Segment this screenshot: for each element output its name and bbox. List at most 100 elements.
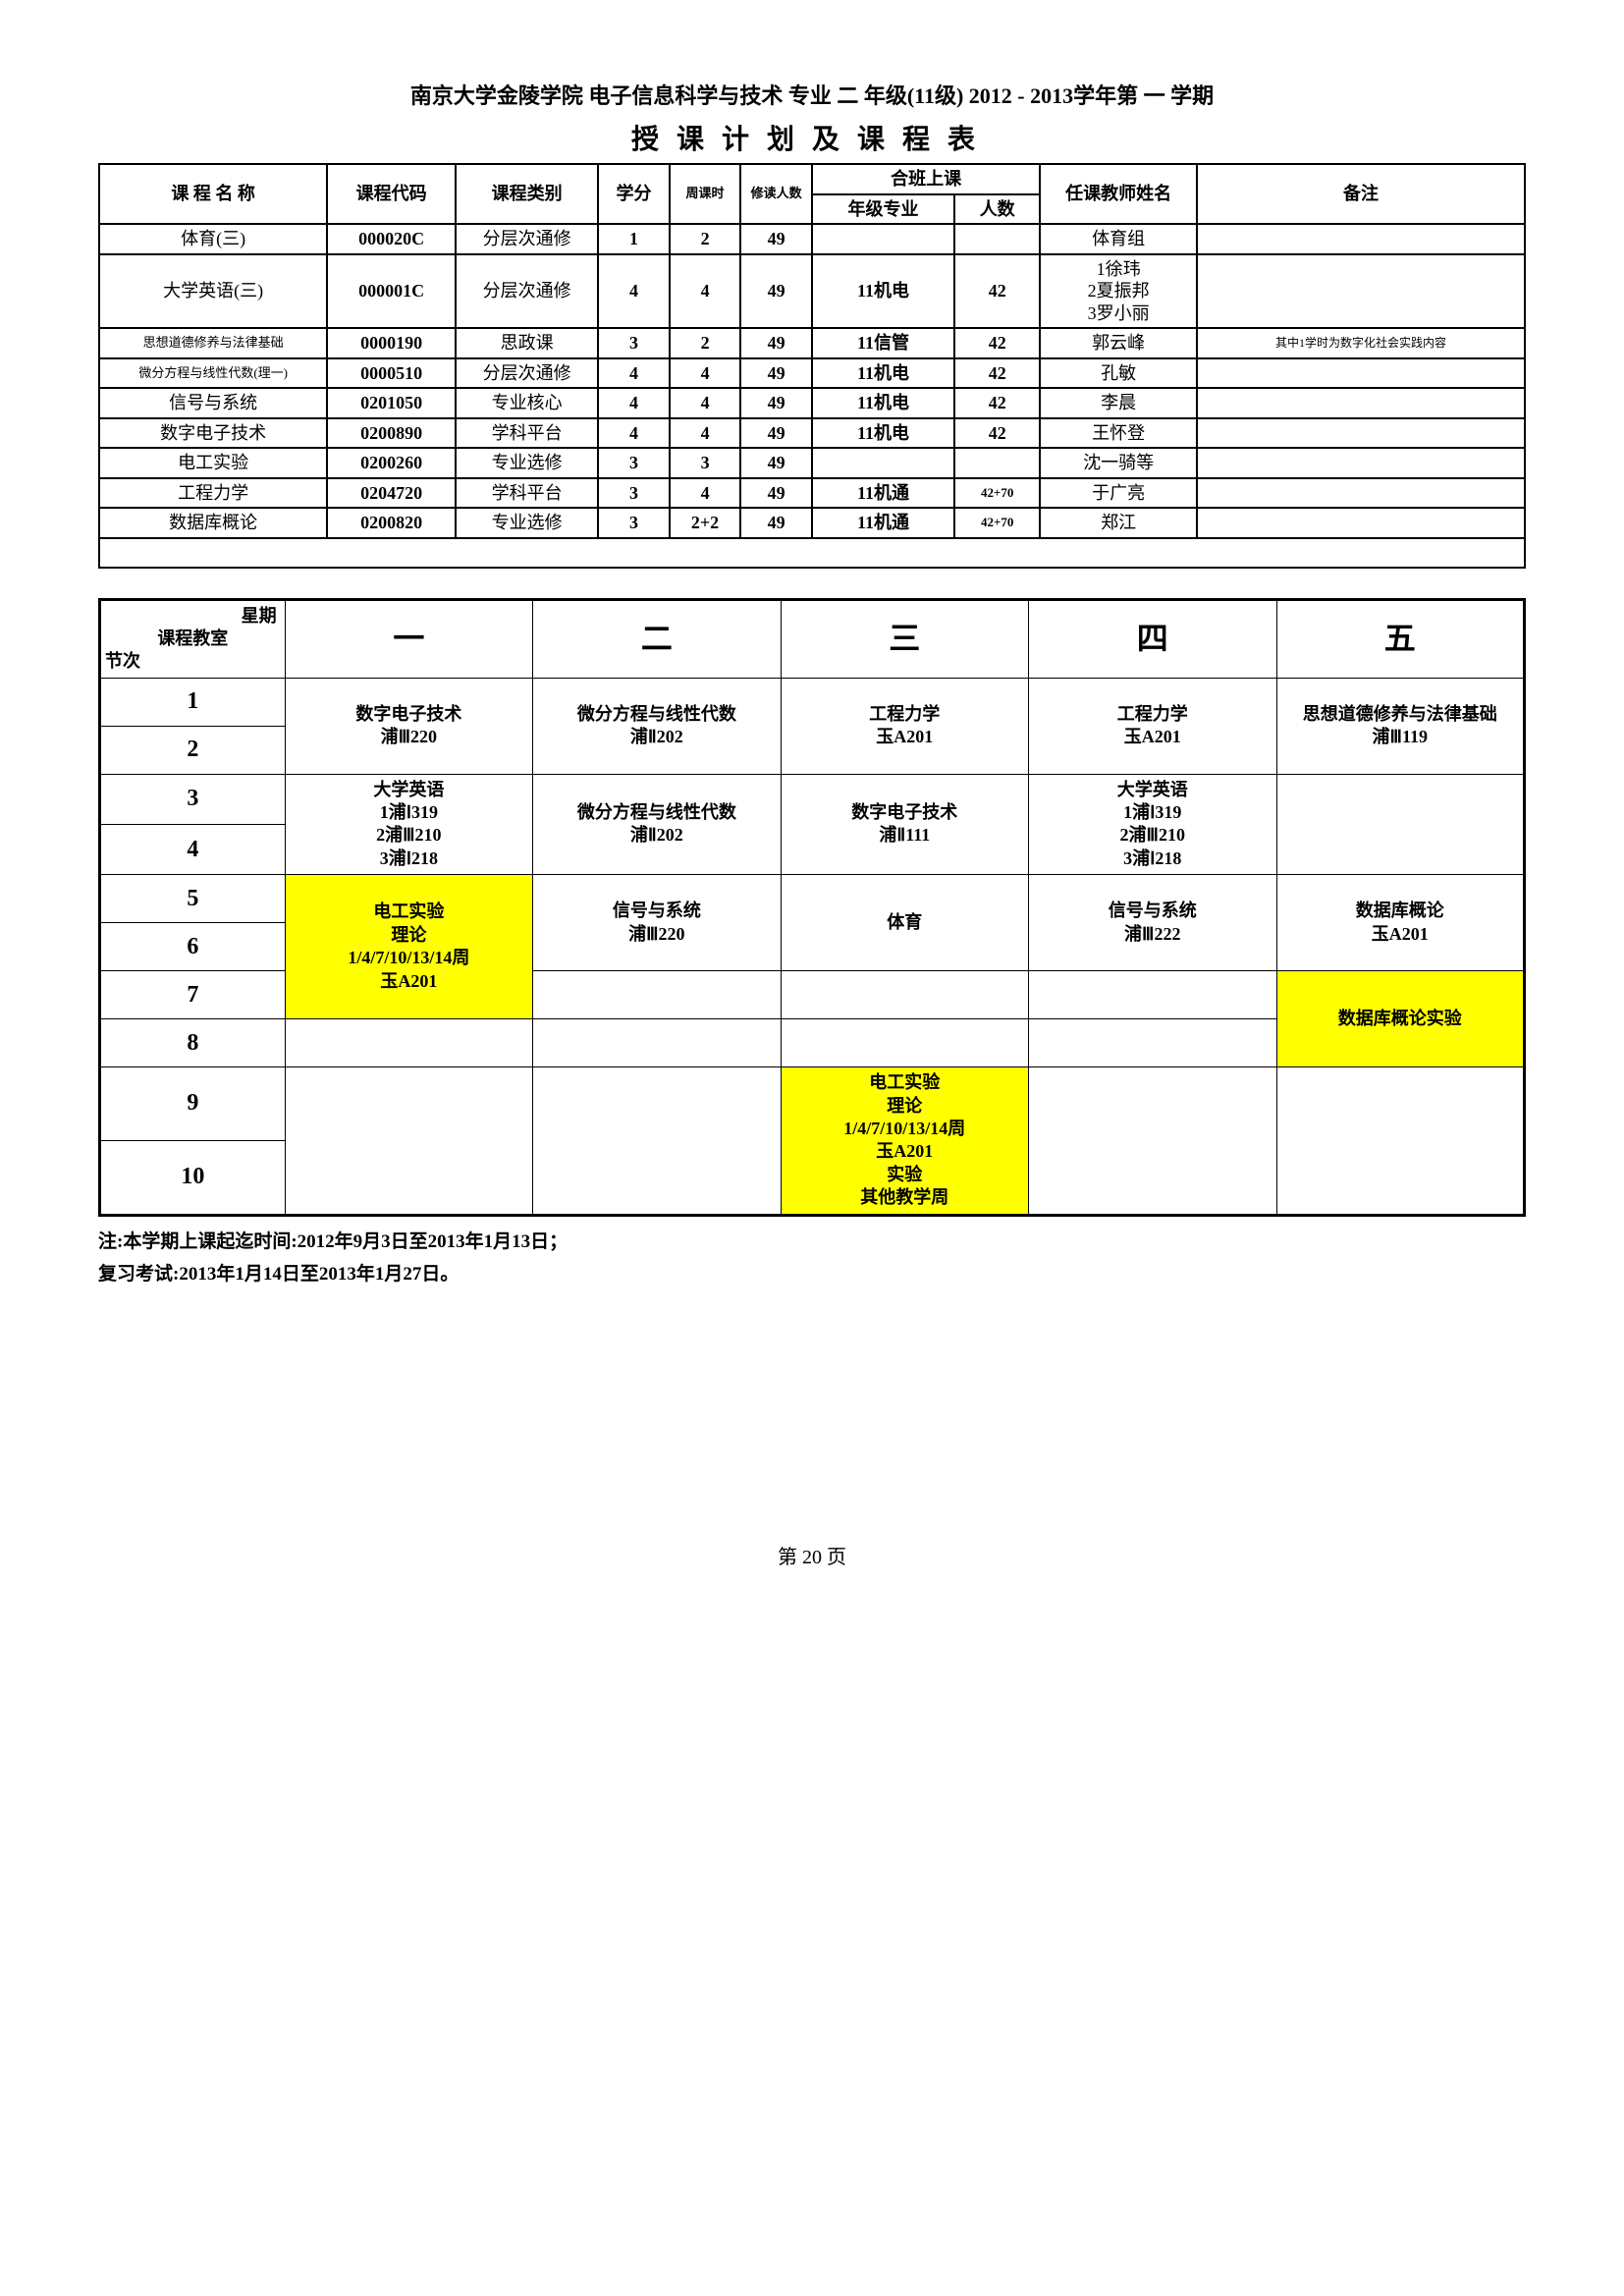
cell: 11机电 [812, 388, 954, 418]
cell [1197, 508, 1525, 538]
cell: 4 [598, 358, 670, 389]
header-row-1: 课 程 名 称 课程代码 课程类别 学分 周课时 修读人数 合班上课 任课教师姓… [99, 164, 1525, 194]
cell: 4 [670, 388, 741, 418]
cell: 学科平台 [456, 418, 598, 449]
page-title-2: 授课计划及课程表 [98, 118, 1526, 157]
cell-r910-mon [285, 1067, 532, 1215]
cell-r910-tue [533, 1067, 781, 1215]
th-name: 课 程 名 称 [99, 164, 327, 224]
cell-r7-tue [533, 971, 781, 1019]
cell: 信号与系统 [99, 388, 327, 418]
cell: 4 [670, 418, 741, 449]
cell: 42 [954, 254, 1040, 329]
cell: 微分方程与线性代数(理一) [99, 358, 327, 389]
cell: 专业选修 [456, 508, 598, 538]
course-row: 体育(三)000020C分层次通修1249体育组 [99, 224, 1525, 254]
cell: 49 [740, 388, 812, 418]
cell [1197, 224, 1525, 254]
course-row: 数字电子技术0200890学科平台444911机电42王怀登 [99, 418, 1525, 449]
cell: 42 [954, 418, 1040, 449]
cell: 王怀登 [1040, 418, 1197, 449]
cell-r8-thu [1029, 1019, 1276, 1067]
cell: 11机通 [812, 478, 954, 509]
corner-top: 星期 [103, 605, 283, 628]
cell-r34-thu: 大学英语1浦Ⅰ3192浦Ⅲ2103浦Ⅰ218 [1029, 774, 1276, 875]
period-3-row: 3 大学英语1浦Ⅰ3192浦Ⅲ2103浦Ⅰ218 微分方程与线性代数浦Ⅱ202 … [100, 774, 1525, 824]
cell: 000020C [327, 224, 456, 254]
cell: 49 [740, 448, 812, 478]
cell: 49 [740, 508, 812, 538]
cell-r8-wed [781, 1019, 1028, 1067]
cell [1197, 388, 1525, 418]
period-1-row: 1 数字电子技术浦Ⅲ220 微分方程与线性代数浦Ⅱ202 工程力学玉A201 工… [100, 678, 1525, 726]
cell: 49 [740, 358, 812, 389]
cell: 11机通 [812, 508, 954, 538]
period-8: 8 [100, 1019, 286, 1067]
cell-r12-tue: 微分方程与线性代数浦Ⅱ202 [533, 678, 781, 774]
cell [812, 224, 954, 254]
cell: 大学英语(三) [99, 254, 327, 329]
day-4: 四 [1029, 599, 1276, 678]
course-row: 大学英语(三)000001C分层次通修444911机电421徐玮2夏振邦3罗小丽 [99, 254, 1525, 329]
cell: 0200260 [327, 448, 456, 478]
cell-r12-mon: 数字电子技术浦Ⅲ220 [285, 678, 532, 774]
cell: 沈一骑等 [1040, 448, 1197, 478]
cell: 4 [670, 478, 741, 509]
day-2: 二 [533, 599, 781, 678]
cell: 其中1学时为数字化社会实践内容 [1197, 328, 1525, 358]
cell: 思想道德修养与法律基础 [99, 328, 327, 358]
cell: 000001C [327, 254, 456, 329]
cell: 3 [670, 448, 741, 478]
cell [1197, 254, 1525, 329]
cell: 电工实验 [99, 448, 327, 478]
cell-r7-wed [781, 971, 1028, 1019]
cell [812, 448, 954, 478]
schedule-table: 星期 课程教室 节次 一 二 三 四 五 1 数字电子技术浦Ⅲ220 微分方程与… [98, 598, 1526, 1217]
course-row: 信号与系统0201050专业核心444911机电42李晨 [99, 388, 1525, 418]
cell-r8-mon [285, 1019, 532, 1067]
cell [954, 448, 1040, 478]
cell: 42 [954, 328, 1040, 358]
th-enroll: 修读人数 [740, 164, 812, 224]
cell: 数据库概论 [99, 508, 327, 538]
cell: 0200890 [327, 418, 456, 449]
cell: 4 [598, 254, 670, 329]
cell [1197, 448, 1525, 478]
th-credit: 学分 [598, 164, 670, 224]
cell: 3 [598, 508, 670, 538]
cell: 3 [598, 478, 670, 509]
cell: 1 [598, 224, 670, 254]
cell-r910-fri [1276, 1067, 1525, 1215]
cell: 0201050 [327, 388, 456, 418]
course-row: 思想道德修养与法律基础0000190思政课324911信管42郭云峰其中1学时为… [99, 328, 1525, 358]
cell: 郑江 [1040, 508, 1197, 538]
cell [1197, 478, 1525, 509]
empty-row [99, 538, 1525, 568]
cell [1197, 418, 1525, 449]
cell: 42+70 [954, 478, 1040, 509]
period-9: 9 [100, 1067, 286, 1140]
cell-r910-thu [1029, 1067, 1276, 1215]
cell: 4 [598, 388, 670, 418]
cell: 3 [598, 328, 670, 358]
cell [1197, 358, 1525, 389]
cell: 1徐玮2夏振邦3罗小丽 [1040, 254, 1197, 329]
cell: 11机电 [812, 254, 954, 329]
cell-r12-thu: 工程力学玉A201 [1029, 678, 1276, 774]
period-1: 1 [100, 678, 286, 726]
period-5: 5 [100, 875, 286, 923]
cell-r34-fri [1276, 774, 1525, 875]
period-4: 4 [100, 824, 286, 874]
course-row: 数据库概论0200820专业选修32+24911机通42+70郑江 [99, 508, 1525, 538]
cell: 42 [954, 358, 1040, 389]
cell-r34-tue: 微分方程与线性代数浦Ⅱ202 [533, 774, 781, 875]
cell: 49 [740, 478, 812, 509]
day-5: 五 [1276, 599, 1525, 678]
course-row: 电工实验0200260专业选修3349沈一骑等 [99, 448, 1525, 478]
cell: 42 [954, 388, 1040, 418]
cell: 0200820 [327, 508, 456, 538]
cell: 4 [598, 418, 670, 449]
cell: 学科平台 [456, 478, 598, 509]
cell-r7-thu [1029, 971, 1276, 1019]
th-combined: 合班上课 [812, 164, 1040, 194]
